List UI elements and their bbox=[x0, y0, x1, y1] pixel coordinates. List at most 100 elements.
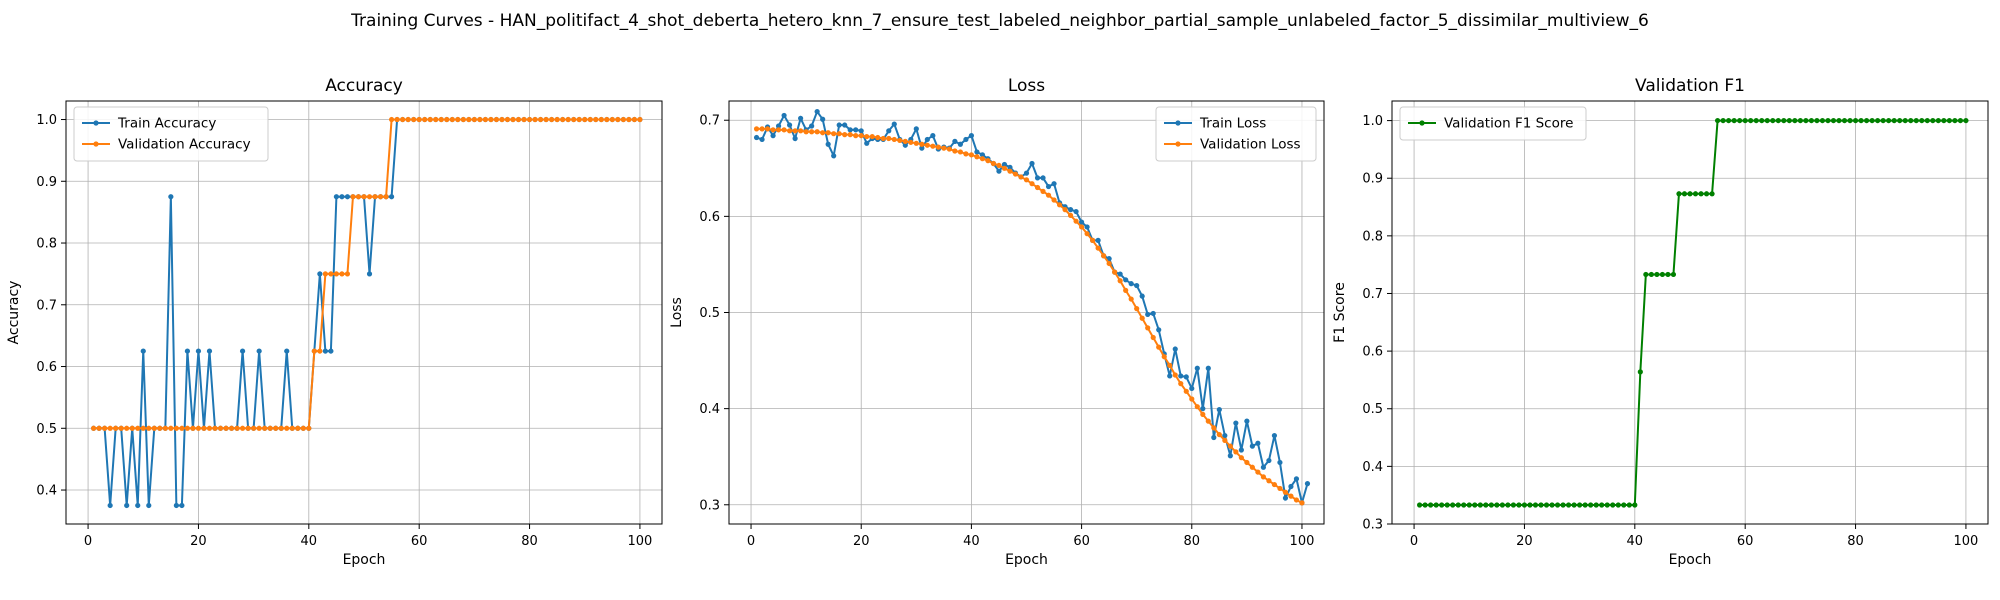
data-point bbox=[1863, 117, 1870, 124]
data-point bbox=[1051, 197, 1057, 203]
data-point bbox=[1167, 373, 1173, 379]
data-point bbox=[996, 162, 1002, 169]
data-point bbox=[1178, 373, 1184, 379]
data-point bbox=[753, 134, 760, 141]
data-point bbox=[842, 122, 848, 128]
data-point bbox=[1875, 117, 1881, 124]
data-point bbox=[615, 116, 621, 123]
x-tick-label: 20 bbox=[853, 534, 870, 549]
data-point bbox=[1266, 457, 1272, 464]
series-line-1 bbox=[93, 118, 640, 507]
data-point bbox=[328, 348, 334, 354]
data-point bbox=[1029, 160, 1035, 167]
data-point bbox=[1282, 489, 1289, 495]
data-point bbox=[1034, 175, 1041, 181]
data-point bbox=[626, 116, 632, 123]
data-point bbox=[1189, 385, 1195, 392]
data-point bbox=[886, 128, 892, 134]
x-tick-label: 80 bbox=[1184, 534, 1201, 549]
data-point bbox=[157, 425, 163, 431]
data-point bbox=[1819, 117, 1826, 124]
data-point bbox=[631, 116, 638, 123]
x-tick-label: 20 bbox=[190, 534, 207, 549]
data-point bbox=[1304, 481, 1311, 487]
data-point bbox=[289, 425, 295, 431]
data-point bbox=[1692, 191, 1699, 197]
data-point bbox=[388, 116, 395, 123]
data-point bbox=[1847, 117, 1853, 124]
data-point bbox=[1045, 192, 1052, 198]
data-point bbox=[173, 502, 179, 509]
data-point bbox=[1466, 502, 1472, 508]
data-point bbox=[1775, 117, 1781, 124]
data-point bbox=[1117, 278, 1123, 284]
legend-marker bbox=[93, 120, 99, 126]
data-point bbox=[1698, 191, 1704, 197]
data-point bbox=[924, 142, 930, 148]
panel-title: Loss bbox=[1008, 76, 1045, 96]
data-point bbox=[482, 116, 489, 123]
data-point bbox=[1073, 218, 1079, 224]
data-point bbox=[1034, 184, 1041, 191]
data-point bbox=[1913, 117, 1919, 124]
data-point bbox=[438, 116, 444, 123]
data-point bbox=[477, 116, 483, 123]
y-tick-label: 0.8 bbox=[1362, 229, 1383, 244]
data-point bbox=[1040, 175, 1046, 181]
data-point bbox=[129, 425, 135, 431]
data-point bbox=[388, 194, 395, 200]
data-point bbox=[510, 116, 516, 123]
data-point bbox=[1200, 411, 1206, 417]
data-point bbox=[1836, 117, 1842, 124]
data-point bbox=[493, 116, 500, 123]
x-tick-label: 0 bbox=[747, 534, 755, 549]
data-point bbox=[1271, 432, 1278, 439]
data-point bbox=[1720, 117, 1726, 124]
x-tick-label: 0 bbox=[1410, 534, 1418, 549]
data-point bbox=[1703, 191, 1710, 197]
data-point bbox=[1023, 177, 1030, 183]
data-point bbox=[228, 425, 235, 431]
data-point bbox=[1737, 117, 1743, 124]
data-point bbox=[488, 116, 494, 123]
panel-title: Accuracy bbox=[325, 76, 403, 96]
data-point bbox=[317, 348, 323, 354]
data-point bbox=[1156, 327, 1162, 333]
data-point bbox=[1200, 406, 1206, 412]
data-point bbox=[1902, 117, 1908, 124]
data-point bbox=[1172, 346, 1178, 352]
data-point bbox=[1433, 502, 1439, 508]
data-point bbox=[1687, 191, 1693, 197]
y-tick-label: 1.0 bbox=[1362, 114, 1383, 129]
y-axis-label: F1 Score bbox=[1332, 282, 1348, 343]
data-point bbox=[864, 133, 870, 140]
data-point bbox=[1527, 502, 1533, 508]
data-point bbox=[1222, 432, 1228, 439]
y-tick-label: 0.6 bbox=[36, 360, 57, 375]
data-point bbox=[471, 116, 477, 123]
data-point bbox=[952, 148, 958, 154]
data-point bbox=[941, 145, 947, 151]
data-point bbox=[273, 425, 279, 431]
data-point bbox=[1078, 224, 1085, 230]
data-point bbox=[1095, 245, 1101, 251]
data-point bbox=[963, 136, 969, 143]
plot-frame bbox=[65, 100, 663, 525]
y-tick-label: 0.4 bbox=[699, 402, 720, 417]
y-tick-label: 0.3 bbox=[1362, 518, 1383, 533]
data-point bbox=[1139, 315, 1145, 321]
data-point bbox=[1670, 271, 1677, 278]
data-point bbox=[781, 127, 787, 133]
data-point bbox=[168, 425, 174, 431]
data-point bbox=[803, 129, 809, 135]
data-point bbox=[609, 116, 615, 123]
data-point bbox=[847, 132, 853, 138]
data-point bbox=[770, 133, 776, 139]
data-point bbox=[930, 143, 936, 149]
data-point bbox=[1233, 420, 1239, 426]
x-axis-label: Epoch bbox=[343, 552, 386, 568]
y-tick-label: 0.7 bbox=[699, 114, 720, 129]
data-point bbox=[311, 348, 317, 354]
plot-frame bbox=[1391, 100, 1989, 525]
